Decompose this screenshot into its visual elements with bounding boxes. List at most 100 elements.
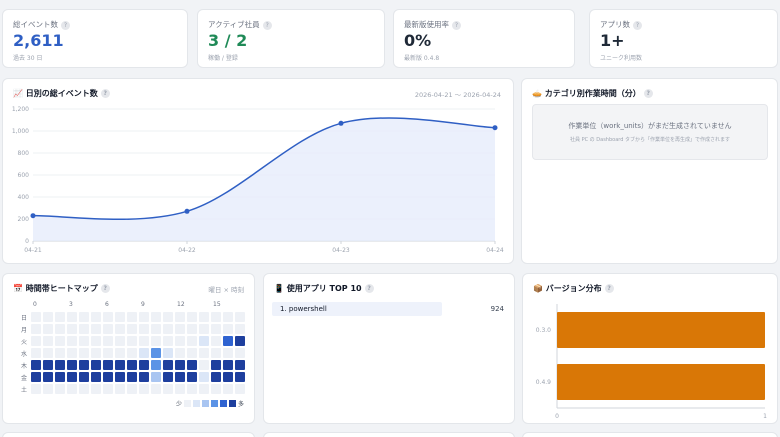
heatmap-cell[interactable]: [199, 348, 209, 358]
heatmap-cell[interactable]: [115, 384, 125, 394]
heatmap-cell[interactable]: [115, 312, 125, 322]
heatmap-cell[interactable]: [43, 324, 53, 334]
heatmap-cell[interactable]: [139, 336, 149, 346]
heatmap-cell[interactable]: [211, 384, 221, 394]
help-icon[interactable]: ?: [643, 89, 653, 98]
heatmap-cell[interactable]: [235, 372, 245, 382]
heatmap-cell[interactable]: [43, 384, 53, 394]
heatmap-cell[interactable]: [115, 348, 125, 358]
heatmap-cell[interactable]: [127, 348, 137, 358]
heatmap-cell[interactable]: [235, 324, 245, 334]
heatmap-cell[interactable]: [115, 336, 125, 346]
heatmap-cell[interactable]: [127, 324, 137, 334]
heatmap-cell[interactable]: [103, 384, 113, 394]
heatmap-cell[interactable]: [79, 312, 89, 322]
heatmap-cell[interactable]: [187, 372, 197, 382]
heatmap-cell[interactable]: [103, 348, 113, 358]
heatmap-cell[interactable]: [175, 312, 185, 322]
heatmap-cell[interactable]: [151, 384, 161, 394]
heatmap-cell[interactable]: [139, 348, 149, 358]
heatmap-cell[interactable]: [235, 336, 245, 346]
heatmap-cell[interactable]: [199, 336, 209, 346]
heatmap-cell[interactable]: [43, 336, 53, 346]
heatmap-cell[interactable]: [199, 324, 209, 334]
heatmap-cell[interactable]: [91, 372, 101, 382]
heatmap-cell[interactable]: [223, 312, 233, 322]
heatmap-cell[interactable]: [103, 372, 113, 382]
heatmap-cell[interactable]: [211, 336, 221, 346]
heatmap-cell[interactable]: [31, 348, 41, 358]
heatmap-cell[interactable]: [199, 372, 209, 382]
help-icon[interactable]: ?: [262, 20, 272, 30]
heatmap-cell[interactable]: [223, 336, 233, 346]
heatmap-cell[interactable]: [91, 348, 101, 358]
heatmap-cell[interactable]: [91, 336, 101, 346]
heatmap-cell[interactable]: [115, 324, 125, 334]
heatmap-cell[interactable]: [79, 360, 89, 370]
heatmap-cell[interactable]: [139, 372, 149, 382]
heatmap-cell[interactable]: [223, 372, 233, 382]
heatmap-cell[interactable]: [103, 360, 113, 370]
heatmap-cell[interactable]: [127, 336, 137, 346]
heatmap-cell[interactable]: [199, 312, 209, 322]
heatmap-cell[interactable]: [235, 384, 245, 394]
heatmap-cell[interactable]: [79, 372, 89, 382]
heatmap-cell[interactable]: [223, 324, 233, 334]
heatmap-cell[interactable]: [115, 360, 125, 370]
heatmap-cell[interactable]: [163, 372, 173, 382]
heatmap-cell[interactable]: [67, 372, 77, 382]
heatmap-cell[interactable]: [175, 324, 185, 334]
heatmap-cell[interactable]: [79, 324, 89, 334]
heatmap-cell[interactable]: [223, 360, 233, 370]
heatmap-cell[interactable]: [139, 384, 149, 394]
help-icon[interactable]: ?: [61, 20, 70, 30]
heatmap-cell[interactable]: [187, 360, 197, 370]
heatmap-cell[interactable]: [211, 372, 221, 382]
heatmap-cell[interactable]: [223, 384, 233, 394]
heatmap-cell[interactable]: [235, 348, 245, 358]
heatmap-cell[interactable]: [55, 360, 65, 370]
heatmap-cell[interactable]: [91, 312, 101, 322]
heatmap-cell[interactable]: [43, 348, 53, 358]
heatmap-cell[interactable]: [31, 324, 41, 334]
help-icon[interactable]: ?: [100, 89, 110, 98]
help-icon[interactable]: ?: [100, 284, 110, 293]
heatmap-cell[interactable]: [211, 360, 221, 370]
heatmap-cell[interactable]: [115, 372, 125, 382]
heatmap-cell[interactable]: [151, 336, 161, 346]
heatmap-cell[interactable]: [235, 312, 245, 322]
heatmap-cell[interactable]: [151, 372, 161, 382]
heatmap-cell[interactable]: [91, 360, 101, 370]
heatmap-cell[interactable]: [151, 312, 161, 322]
help-icon[interactable]: ?: [633, 20, 642, 30]
heatmap-cell[interactable]: [187, 312, 197, 322]
heatmap-cell[interactable]: [175, 336, 185, 346]
heatmap-cell[interactable]: [55, 384, 65, 394]
heatmap-cell[interactable]: [67, 360, 77, 370]
heatmap-cell[interactable]: [127, 384, 137, 394]
heatmap-cell[interactable]: [103, 312, 113, 322]
heatmap-cell[interactable]: [67, 384, 77, 394]
help-icon[interactable]: ?: [452, 20, 461, 30]
heatmap-cell[interactable]: [211, 312, 221, 322]
heatmap-cell[interactable]: [67, 336, 77, 346]
heatmap-cell[interactable]: [163, 312, 173, 322]
heatmap-cell[interactable]: [175, 348, 185, 358]
heatmap-cell[interactable]: [235, 360, 245, 370]
heatmap-cell[interactable]: [79, 348, 89, 358]
heatmap-cell[interactable]: [163, 360, 173, 370]
heatmap-cell[interactable]: [199, 360, 209, 370]
heatmap-cell[interactable]: [223, 348, 233, 358]
heatmap-cell[interactable]: [199, 384, 209, 394]
heatmap-cell[interactable]: [55, 348, 65, 358]
heatmap-cell[interactable]: [163, 384, 173, 394]
heatmap-cell[interactable]: [31, 336, 41, 346]
heatmap-cell[interactable]: [91, 324, 101, 334]
heatmap-cell[interactable]: [31, 384, 41, 394]
heatmap-cell[interactable]: [55, 324, 65, 334]
heatmap-cell[interactable]: [43, 372, 53, 382]
heatmap-cell[interactable]: [187, 336, 197, 346]
heatmap-cell[interactable]: [211, 348, 221, 358]
heatmap-cell[interactable]: [103, 336, 113, 346]
heatmap-cell[interactable]: [127, 312, 137, 322]
